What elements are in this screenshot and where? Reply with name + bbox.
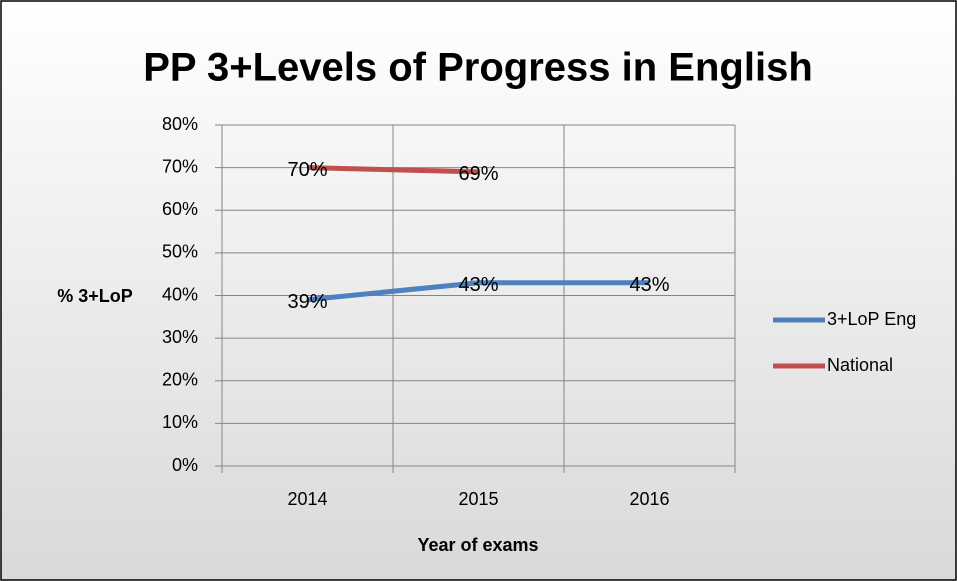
y-tick-label: 10% [162, 412, 198, 432]
data-label: 39% [287, 291, 327, 313]
y-tick-label: 0% [172, 455, 198, 475]
data-label: 69% [458, 163, 498, 185]
series-line [307, 165, 479, 175]
data-label: 43% [629, 274, 669, 296]
y-tick-label: 20% [162, 370, 198, 390]
legend-label: 3+LoP Eng [827, 309, 916, 329]
y-tick-label: 70% [162, 156, 198, 176]
legend-label: National [827, 355, 893, 375]
data-label: 70% [287, 159, 327, 181]
x-tick-label: 2015 [458, 489, 498, 509]
y-tick-label: 50% [162, 242, 198, 262]
y-tick-label: 30% [162, 327, 198, 347]
y-axis-label: % 3+LoP [57, 286, 133, 306]
y-tick-label: 40% [162, 284, 198, 304]
data-label: 43% [458, 274, 498, 296]
x-axis-label: Year of exams [417, 535, 538, 555]
x-tick-label: 2016 [629, 489, 669, 509]
x-tick-label: 2014 [287, 489, 327, 509]
series-line [307, 280, 650, 303]
chart-title: PP 3+Levels of Progress in English [143, 46, 813, 90]
y-tick-label: 80% [162, 114, 198, 134]
y-tick-label: 60% [162, 199, 198, 219]
